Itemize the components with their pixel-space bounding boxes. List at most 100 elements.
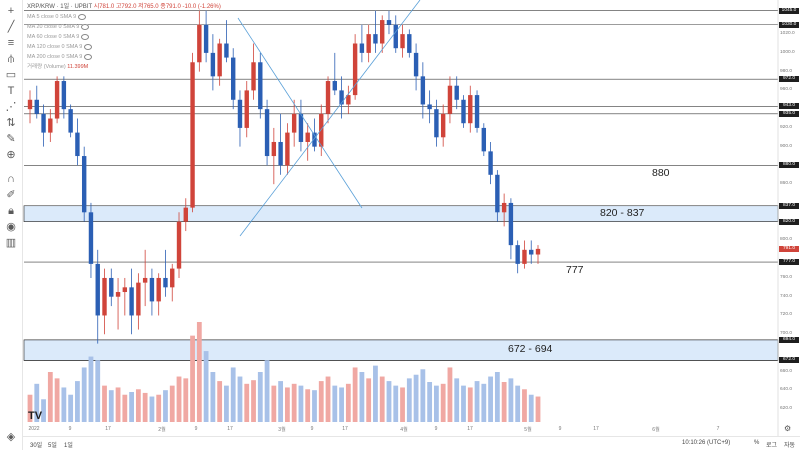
zone-label-upper: 820 - 837 xyxy=(600,207,645,220)
volume-bars xyxy=(27,322,541,422)
candle-body xyxy=(440,113,446,138)
candle-body xyxy=(298,113,304,142)
candle-body xyxy=(81,156,87,213)
percent-toggle[interactable]: % xyxy=(754,440,760,446)
magnet-icon[interactable]: ∩ xyxy=(7,173,15,185)
volume-bar xyxy=(163,390,168,422)
volume-bar xyxy=(122,394,128,422)
volume-bar xyxy=(508,378,514,422)
log-toggle[interactable]: 로그 xyxy=(766,443,778,449)
candle-body xyxy=(481,127,487,152)
lock-icon[interactable]: 🔒︎ xyxy=(8,205,14,217)
volume-bar xyxy=(474,381,480,422)
horizontal-lines-icon[interactable]: ≡ xyxy=(7,37,15,49)
candle-body xyxy=(312,132,317,147)
range-5d[interactable]: 5일 xyxy=(48,443,57,449)
candle-body xyxy=(346,95,351,105)
candle-body xyxy=(163,277,168,288)
axis-tick-10: 720.0 xyxy=(780,312,793,318)
price-tag-5: 880.0 xyxy=(779,162,799,169)
candle-body xyxy=(339,90,344,105)
volume-bar xyxy=(488,376,493,422)
level-label-880: 880 xyxy=(652,167,670,180)
zoom-icon[interactable]: ⊕ xyxy=(6,149,16,161)
legend-indicator-0[interactable]: MA 5 close 0 SMA 9 xyxy=(27,13,87,21)
legend-symbol-text: XRP/KRW xyxy=(27,4,55,10)
x-tick-12: 5월 xyxy=(524,427,532,433)
price-tag-6: 837.0 xyxy=(779,202,799,209)
prediction-icon[interactable]: ⇅ xyxy=(6,117,16,129)
eye-icon[interactable] xyxy=(84,43,93,50)
legend-indicator-1[interactable]: MA 20 close 0 SMA 9 xyxy=(27,23,90,31)
level-label-777: 777 xyxy=(566,264,584,276)
layers-icon[interactable]: ◈ xyxy=(6,431,16,443)
volume-bar xyxy=(420,369,426,422)
eye-icon[interactable] xyxy=(81,23,90,30)
volume-label: 거래량 (Volume) xyxy=(27,64,66,70)
crosshair-icon[interactable]: + xyxy=(7,5,15,17)
volume-bar xyxy=(61,387,67,422)
rectangle-icon[interactable]: ▭ xyxy=(5,69,17,81)
indicator-label: MA 5 close 0 SMA 9 xyxy=(27,14,77,20)
eye-icon[interactable] xyxy=(81,33,90,40)
candle-body xyxy=(366,34,371,53)
volume-bar xyxy=(318,381,324,422)
candle-body xyxy=(244,90,249,128)
range-30d[interactable]: 30일 xyxy=(30,443,43,449)
volume-bar xyxy=(345,383,351,422)
x-tick-0: 2022 xyxy=(28,426,40,432)
axis-tick-14: 620.0 xyxy=(780,406,793,412)
volume-bar xyxy=(413,374,419,422)
legend-indicator-4[interactable]: MA 200 close 0 SMA 9 xyxy=(27,53,93,61)
trendline-icon[interactable]: ╱ xyxy=(7,21,15,33)
candle-body xyxy=(264,109,270,157)
range-1d[interactable]: 1일 xyxy=(64,443,73,449)
volume-bar xyxy=(251,380,256,422)
level-lines xyxy=(24,10,778,361)
candle-body xyxy=(427,104,432,110)
legend-indicator-2[interactable]: MA 60 close 0 SMA 9 xyxy=(27,33,90,41)
candle-body xyxy=(122,287,128,293)
candle-body xyxy=(149,277,155,302)
eye-icon[interactable] xyxy=(78,13,87,20)
x-tick-8: 17 xyxy=(342,426,348,432)
volume-bar xyxy=(129,392,134,422)
volume-bar xyxy=(81,367,87,422)
candle-body xyxy=(88,212,94,264)
text-icon[interactable]: T xyxy=(7,85,15,97)
axis-tick-1: 1000.0 xyxy=(780,49,795,55)
legend-indicator-3[interactable]: MA 120 close 0 SMA 9 xyxy=(27,43,93,51)
tradingview-logo[interactable]: TV xyxy=(28,410,43,422)
indicator-label: MA 20 close 0 SMA 9 xyxy=(27,24,80,30)
volume-bar xyxy=(196,322,202,422)
volume-bar xyxy=(298,385,304,422)
pattern-icon[interactable]: ⋰ xyxy=(5,101,17,113)
candle-body xyxy=(156,277,161,302)
volume-bar xyxy=(183,378,189,422)
candle-body xyxy=(359,43,365,53)
candle-body xyxy=(129,287,134,316)
volume-bar xyxy=(305,389,311,422)
candle-body xyxy=(407,34,412,53)
brush-icon[interactable]: ✎ xyxy=(6,133,16,145)
trash-icon[interactable]: ▥ xyxy=(5,237,17,249)
volume-bar xyxy=(359,372,365,422)
pitchfork-icon[interactable]: ⫛ xyxy=(7,53,15,65)
auto-toggle[interactable]: 자동 xyxy=(784,443,796,449)
axis-tick-11: 700.0 xyxy=(780,331,793,337)
eye-icon[interactable]: ◉ xyxy=(6,221,16,233)
candle-body xyxy=(183,207,188,222)
volume-bar xyxy=(278,381,284,422)
candle-body xyxy=(454,85,459,100)
volume-bar xyxy=(230,367,236,422)
eye-icon[interactable] xyxy=(84,53,93,60)
volume-bar xyxy=(210,372,216,422)
x-tick-2: 17 xyxy=(105,426,111,432)
settings-icon[interactable]: ⚙ xyxy=(784,424,792,433)
volume-bar xyxy=(379,376,385,422)
volume-bar xyxy=(386,381,392,422)
legend-interval: 1일 xyxy=(60,4,70,10)
stay-drawing-icon[interactable]: ✐ xyxy=(6,189,16,201)
candle-body xyxy=(54,81,60,119)
